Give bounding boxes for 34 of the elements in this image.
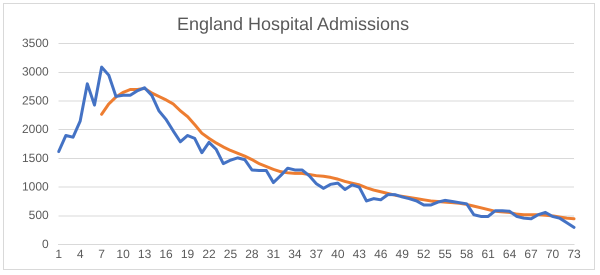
x-tick-label: 25 [224,247,238,262]
x-tick-label: 22 [202,247,216,262]
x-tick-label: 73 [567,247,581,262]
x-tick-label: 67 [524,247,538,262]
x-tick-label: 55 [438,247,452,262]
x-tick-label: 64 [502,247,517,262]
y-tick-label: 3500 [22,36,50,50]
y-tick-label: 0 [42,236,50,251]
y-tick-label: 1500 [22,150,50,165]
x-tick-label: 16 [159,247,174,262]
x-tick-label: 70 [546,247,560,262]
chart-title: England Hospital Admissions [176,14,410,34]
y-tick-label: 2500 [22,93,50,108]
x-tick-label: 4 [76,247,84,262]
x-tick-label: 58 [460,247,474,262]
y-tick-label: 3000 [22,64,50,79]
x-tick-label: 1 [55,247,62,262]
y-tick-label: 500 [28,208,50,222]
x-tick-label: 34 [288,247,302,262]
x-tick-label: 10 [116,247,130,262]
x-tick-label: 28 [245,247,259,262]
x-tick-label: 13 [138,247,152,262]
y-tick-label: 2000 [22,122,50,136]
x-tick-label: 19 [180,247,195,262]
x-tick-label: 43 [352,247,366,262]
x-tick-label: 49 [396,247,410,262]
x-tick-label: 46 [374,247,388,262]
x-tick-label: 52 [417,247,431,262]
x-tick-label: 40 [331,247,345,262]
x-tick-label: 7 [98,247,106,262]
x-tick-label: 37 [310,247,324,262]
x-tick-label: 31 [266,247,280,262]
y-tick-label: 1000 [22,179,50,194]
x-tick-label: 61 [481,247,496,262]
